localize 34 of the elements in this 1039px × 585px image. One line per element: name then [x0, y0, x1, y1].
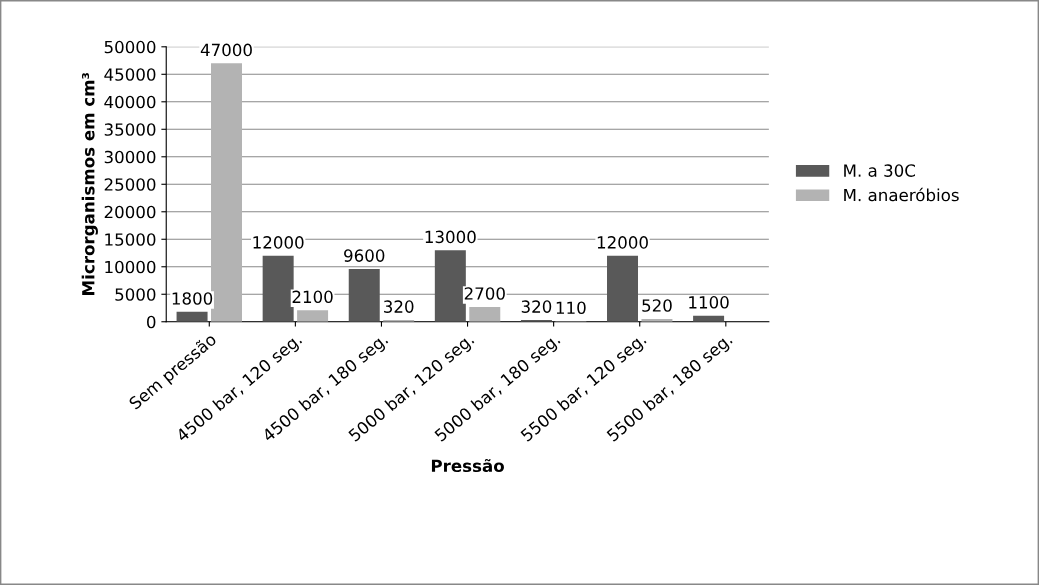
y-tick-label: 45000	[104, 68, 156, 81]
data-label: 12000	[253, 236, 304, 249]
bar	[348, 268, 380, 322]
data-label: 13000	[425, 230, 476, 244]
data-label: 320	[384, 300, 414, 313]
y-tick-label: 40000	[104, 95, 156, 109]
y-tick-label: 20000	[104, 205, 156, 219]
data-label: 2100	[292, 290, 333, 304]
data-label: 320	[521, 300, 552, 313]
y-tick-label: 25000	[104, 178, 156, 191]
data-label: 520	[642, 299, 672, 312]
data-label: 1800	[172, 292, 213, 305]
bar	[262, 255, 294, 322]
data-label: 2700	[464, 287, 505, 300]
data-label: 12000	[597, 236, 648, 249]
y-tick-label: 50000	[104, 40, 156, 54]
y-tick-label: 5000	[115, 288, 156, 301]
bar	[607, 255, 639, 322]
data-label: 1100	[689, 296, 729, 309]
y-axis-title: Microrganismos em cm³	[81, 73, 98, 295]
data-label: 47000	[200, 43, 252, 57]
y-tick-label: 30000	[104, 150, 156, 164]
legend-label: M. anaeróbios	[844, 187, 959, 202]
y-tick-label: 35000	[104, 123, 156, 136]
y-tick-label: 0	[147, 315, 156, 329]
bar	[434, 250, 466, 322]
data-label: 9600	[344, 249, 385, 262]
x-axis-title: Pressão	[431, 458, 504, 473]
y-tick-label: 10000	[105, 260, 156, 274]
legend-label: M. a 30C	[844, 164, 916, 177]
data-label: 110	[556, 301, 586, 315]
bar	[211, 63, 242, 322]
y-tick-label: 15000	[105, 233, 156, 246]
bar	[297, 310, 329, 322]
